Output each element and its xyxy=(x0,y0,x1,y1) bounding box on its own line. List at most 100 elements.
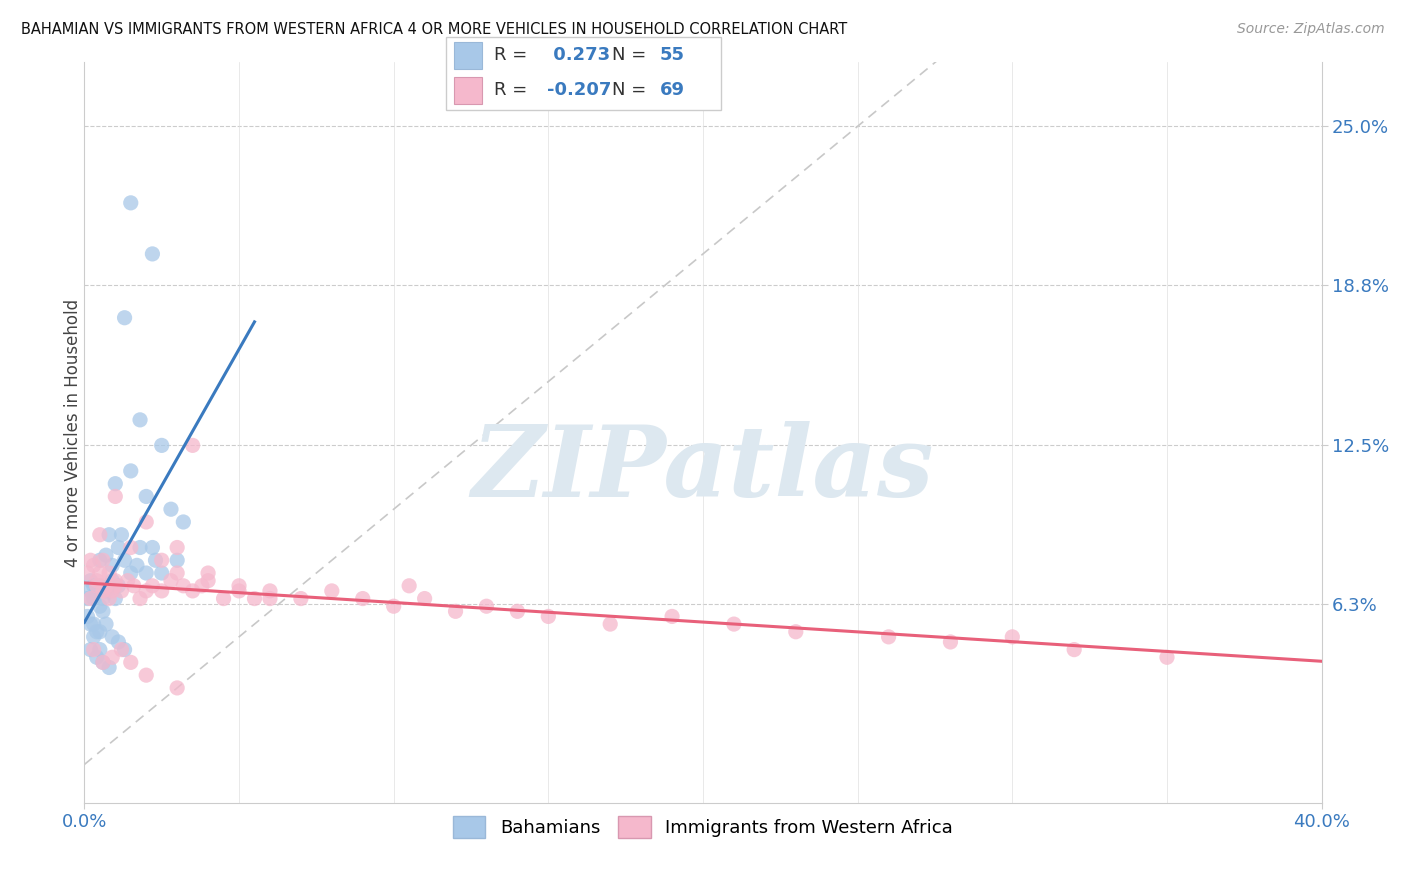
Point xyxy=(91,656,114,670)
Point xyxy=(259,591,281,606)
Text: N =: N = xyxy=(612,81,645,99)
Text: 55: 55 xyxy=(659,46,685,64)
Point xyxy=(939,635,962,649)
Point xyxy=(91,553,114,567)
Text: N =: N = xyxy=(612,46,645,64)
Point xyxy=(89,642,111,657)
Point xyxy=(120,464,142,478)
Point xyxy=(79,642,101,657)
Point xyxy=(89,599,111,614)
Point xyxy=(160,502,183,516)
Point xyxy=(723,617,745,632)
Point xyxy=(101,558,124,573)
Point xyxy=(110,583,132,598)
Point xyxy=(83,579,105,593)
Point xyxy=(506,604,529,618)
Point xyxy=(83,617,105,632)
Point xyxy=(98,660,121,674)
Point xyxy=(83,558,105,573)
Point xyxy=(141,247,163,261)
Point xyxy=(166,566,188,580)
Point xyxy=(91,583,114,598)
Point xyxy=(79,583,101,598)
Point xyxy=(785,624,807,639)
Bar xyxy=(454,77,482,104)
Point xyxy=(86,650,108,665)
Point xyxy=(1063,642,1085,657)
Point xyxy=(104,579,127,593)
Point xyxy=(86,579,108,593)
Text: BAHAMIAN VS IMMIGRANTS FROM WESTERN AFRICA 4 OR MORE VEHICLES IN HOUSEHOLD CORRE: BAHAMIAN VS IMMIGRANTS FROM WESTERN AFRI… xyxy=(21,22,848,37)
Point xyxy=(98,527,121,541)
Point xyxy=(79,591,101,606)
Point xyxy=(107,579,129,593)
Point xyxy=(181,583,204,598)
Point xyxy=(197,574,219,588)
Point xyxy=(212,591,235,606)
Point xyxy=(83,630,105,644)
Point xyxy=(107,635,129,649)
Point xyxy=(475,599,498,614)
Point xyxy=(79,574,101,588)
Point xyxy=(181,438,204,452)
Point xyxy=(76,591,98,606)
Point xyxy=(104,490,127,504)
Bar xyxy=(454,42,482,69)
Point xyxy=(98,579,121,593)
Point xyxy=(104,476,127,491)
Point xyxy=(150,583,173,598)
Point xyxy=(89,566,111,580)
Point xyxy=(145,553,167,567)
Point xyxy=(86,574,108,588)
Point xyxy=(83,591,105,606)
Point xyxy=(166,541,188,555)
Point xyxy=(120,541,142,555)
Point xyxy=(86,583,108,598)
Point xyxy=(228,579,250,593)
Point xyxy=(150,566,173,580)
Point xyxy=(89,553,111,567)
Point xyxy=(89,579,111,593)
Point xyxy=(321,583,343,598)
Point xyxy=(79,617,101,632)
Point xyxy=(160,574,183,588)
Point xyxy=(83,642,105,657)
Point xyxy=(79,553,101,567)
Text: R =: R = xyxy=(494,81,527,99)
Point xyxy=(76,566,98,580)
Point xyxy=(101,583,124,598)
Point xyxy=(110,642,132,657)
Text: R =: R = xyxy=(494,46,527,64)
Point xyxy=(141,579,163,593)
Point xyxy=(191,579,214,593)
Point xyxy=(537,609,560,624)
Point xyxy=(150,438,173,452)
Point xyxy=(94,617,117,632)
Point xyxy=(243,591,266,606)
Point xyxy=(259,583,281,598)
Text: ZIPatlas: ZIPatlas xyxy=(472,421,934,518)
Point xyxy=(94,579,117,593)
Point xyxy=(86,583,108,598)
Point xyxy=(661,609,683,624)
Point xyxy=(117,574,139,588)
Point xyxy=(172,579,194,593)
Legend: Bahamians, Immigrants from Western Africa: Bahamians, Immigrants from Western Afric… xyxy=(446,809,960,846)
Point xyxy=(382,599,405,614)
Point xyxy=(122,579,145,593)
Text: 69: 69 xyxy=(659,81,685,99)
Point xyxy=(125,558,148,573)
Point xyxy=(129,591,152,606)
Point xyxy=(120,195,142,210)
Point xyxy=(104,574,127,588)
Point xyxy=(352,591,374,606)
Point xyxy=(98,566,121,580)
Point xyxy=(76,609,98,624)
Point xyxy=(89,624,111,639)
Point xyxy=(135,490,157,504)
Point xyxy=(197,566,219,580)
Point xyxy=(120,656,142,670)
FancyBboxPatch shape xyxy=(446,37,721,110)
Point xyxy=(91,591,114,606)
Point xyxy=(101,650,124,665)
